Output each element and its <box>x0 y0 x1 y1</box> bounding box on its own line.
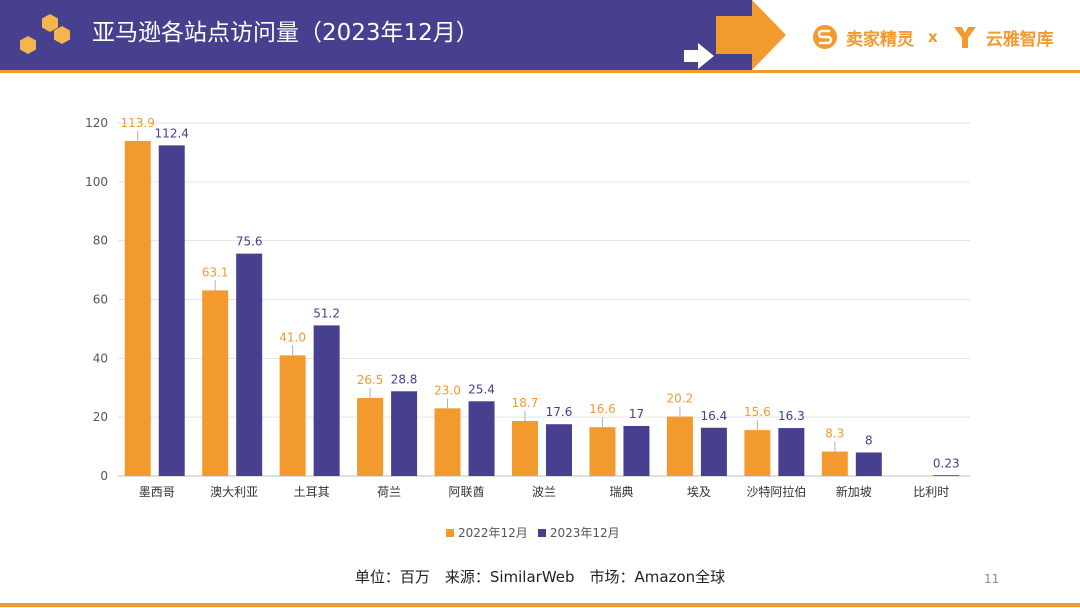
data-label-2022: 8.3 <box>825 427 844 441</box>
legend-item-2023: 2023年12月 <box>537 524 620 541</box>
bar-2022 <box>357 398 384 476</box>
x-tick-label: 沙特阿拉伯 <box>746 484 806 499</box>
x-tick-label: 土耳其 <box>294 485 330 499</box>
data-label-2023: 16.4 <box>701 409 728 423</box>
data-label-2023: 112.4 <box>155 126 189 140</box>
data-label-2022: 41.0 <box>279 330 306 344</box>
bar-2022 <box>666 416 693 476</box>
bar-2023 <box>391 391 418 476</box>
page-title: 亚马逊各站点访问量（2023年12月） <box>92 20 479 46</box>
x-tick-label: 比利时 <box>913 485 949 499</box>
legend-swatch-2022 <box>446 528 454 537</box>
bar-2023 <box>468 401 495 476</box>
bar-2022 <box>124 140 151 477</box>
bar-2022 <box>589 427 616 476</box>
data-label-2023: 16.3 <box>778 409 805 423</box>
sellersprite-logo-icon <box>813 25 837 49</box>
data-label-2023: 25.4 <box>468 382 495 396</box>
x-tick-label: 澳大利亚 <box>210 485 258 499</box>
bar-2023 <box>158 145 185 476</box>
bar-2022 <box>202 290 229 476</box>
chart-legend: 2022年12月 2023年12月 <box>446 524 620 541</box>
data-label-2022: 26.5 <box>357 373 384 387</box>
y-tick-label: 100 <box>85 175 108 189</box>
y-tick-label: 40 <box>93 351 108 365</box>
data-label-2023: 28.8 <box>391 372 418 386</box>
brand-sellersprite: 卖家精灵 <box>846 29 914 50</box>
data-label-2022: 15.6 <box>744 405 771 419</box>
data-label-2023: 17 <box>629 407 644 421</box>
legend-label-2023: 2023年12月 <box>549 526 620 540</box>
data-label-2022: 23.0 <box>434 383 461 397</box>
bar-2023 <box>855 452 882 476</box>
legend-item-2022: 2022年12月 <box>446 524 528 541</box>
bar-2022 <box>821 451 848 476</box>
x-tick-label: 新加坡 <box>836 484 872 499</box>
data-label-2022: 113.9 <box>121 116 155 130</box>
header-band <box>0 0 752 72</box>
page-number: 11 <box>984 572 1000 586</box>
header-bar: 亚马逊各站点访问量（2023年12月） 卖家精灵 x 云雅智库 <box>0 0 1080 72</box>
bar-2023 <box>778 428 805 476</box>
y-tick-label: 20 <box>93 410 108 424</box>
y-tick-label: 0 <box>100 469 108 483</box>
brand-separator: x <box>928 28 938 46</box>
x-tick-label: 埃及 <box>687 485 711 499</box>
arrow-right-small-icon <box>684 43 714 69</box>
y-tick-label: 60 <box>93 293 108 307</box>
y-tick-label: 80 <box>93 234 108 248</box>
bar-2022 <box>512 420 538 476</box>
x-tick-label: 瑞典 <box>609 485 633 499</box>
data-label-2023: 8 <box>865 433 873 447</box>
header-divider <box>0 70 1080 73</box>
x-tick-label: 波兰 <box>532 485 556 499</box>
bar-2023 <box>313 325 340 476</box>
data-label-2022: 63.1 <box>202 265 229 279</box>
bar-2022 <box>279 355 306 476</box>
y-tick-label: 120 <box>85 116 108 130</box>
bar-2023 <box>623 425 650 476</box>
bar-2023 <box>546 424 572 476</box>
hexagon-cluster-icon <box>20 14 70 54</box>
data-label-2023: 51.2 <box>313 306 340 320</box>
brand-yunya: 云雅智库 <box>985 29 1054 50</box>
data-label-2022: 18.7 <box>512 396 539 410</box>
bar-2022 <box>434 408 461 476</box>
yunya-logo-icon <box>953 27 976 48</box>
legend-label-2022: 2022年12月 <box>458 526 528 540</box>
source-note: 单位：百万 来源：SimilarWeb 市场：Amazon全球 <box>354 568 726 586</box>
data-label-2022: 16.6 <box>589 402 616 416</box>
bar-2023 <box>933 475 960 476</box>
legend-swatch-2023 <box>537 528 546 537</box>
bar-2023 <box>236 253 263 476</box>
data-label-2022: 20.2 <box>667 392 694 406</box>
data-label-2023: 0.23 <box>933 456 960 470</box>
footer-divider <box>0 603 1080 607</box>
bar-2023 <box>700 427 727 476</box>
bar-2022 <box>744 430 771 476</box>
x-tick-label: 阿联酋 <box>449 484 485 499</box>
x-tick-label: 墨西哥 <box>139 485 175 499</box>
arrow-right-icon <box>716 0 786 70</box>
brand-logos: 卖家精灵 x 云雅智库 <box>812 20 1054 54</box>
data-label-2023: 17.6 <box>546 405 573 419</box>
data-label-2023: 75.6 <box>236 235 263 249</box>
x-tick-label: 荷兰 <box>377 485 401 499</box>
